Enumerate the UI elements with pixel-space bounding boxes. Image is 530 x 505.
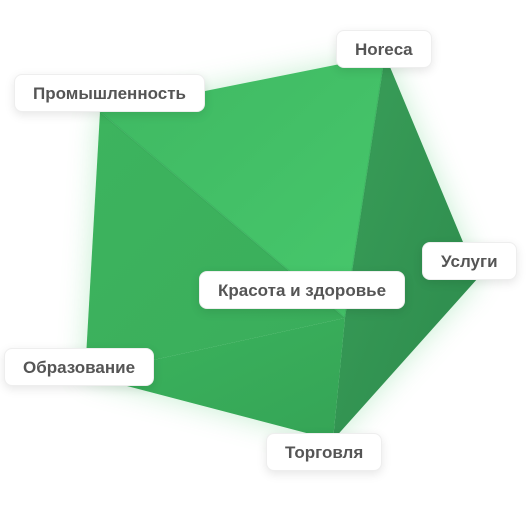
segment-label-education: Образование xyxy=(4,348,155,386)
segment-label-trade: Торговля xyxy=(266,433,383,471)
segment-label-services: Услуги xyxy=(422,242,517,280)
segment-label-beauty-health: Красота и здоровье xyxy=(199,271,406,309)
shape-face-right xyxy=(333,55,478,440)
shape-face-bottom xyxy=(85,318,345,440)
shape-face-left xyxy=(85,112,345,375)
segment-label-industry: Промышленность xyxy=(14,74,205,112)
segment-label-horeca: Horeca xyxy=(336,30,432,68)
shape-face-top xyxy=(100,55,385,318)
